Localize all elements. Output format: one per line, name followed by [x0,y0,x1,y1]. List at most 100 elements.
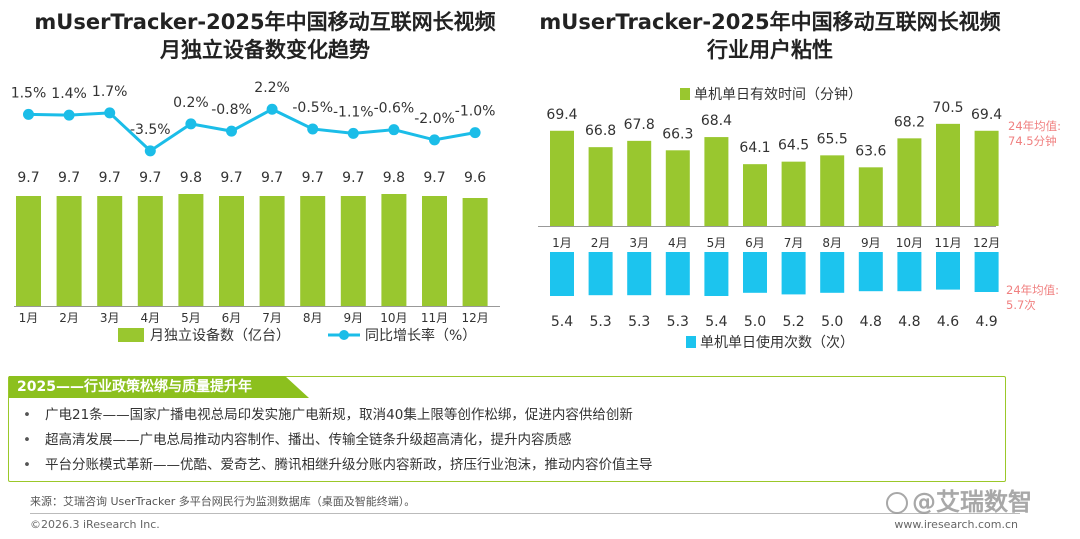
right-chart: 单机单日有效时间（分钟） 69.4 1月 5.4 66.8 2月 5.3 67.8 3月 5.3 6… [538,86,1061,351]
bar-value-label: 9.8 [383,170,405,186]
x-tick-label: 10月 [896,236,923,250]
x-tick-label: 11月 [934,236,961,250]
usage-value-label: 5.3 [628,314,650,330]
daily-usage-bar [550,252,574,296]
usage-value-label: 5.4 [705,314,727,330]
time-value-label: 67.8 [624,117,655,133]
daily-usage-bar [704,252,729,296]
growth-rate-line [28,107,476,153]
time-value-label: 68.4 [701,113,732,129]
line-value-label: 1.5% [11,85,47,101]
daily-usage-bar [897,252,922,292]
growth-rate-point [388,124,400,136]
device-count-bar [97,196,123,306]
x-tick-label: 1月 [19,311,39,325]
time-value-label: 69.4 [546,107,577,123]
device-count-bar [340,196,366,306]
daily-usage-bar [820,252,845,293]
line-value-label: 1.4% [51,86,87,102]
bar-value-label: 9.6 [464,170,486,186]
time-value-label: 66.3 [662,126,693,142]
bar-value-label: 9.7 [17,170,39,186]
avg-usage-annotation-line2: 5.7次 [1006,298,1036,312]
x-tick-label: 2月 [59,311,79,325]
daily-usage-bar [781,252,806,295]
device-count-bar [381,194,407,306]
policy-item-text: 超高清发展——广电总局推动内容制作、播出、传输全链条升级超高清化，提升内容质感 [45,432,572,448]
x-tick-label: 3月 [629,236,649,250]
x-tick-label: 7月 [784,236,804,250]
usage-value-label: 4.6 [937,314,959,330]
legend-label-line: 同比增长率（%） [365,327,476,344]
daily-time-bar [588,147,613,226]
x-tick-label: 9月 [861,236,881,250]
watermark-logo-icon [886,492,908,514]
daily-usage-bar [936,252,960,290]
time-value-label: 64.5 [778,138,809,154]
daily-time-bar [820,155,845,226]
growth-rate-point [347,127,359,139]
time-value-label: 68.2 [894,114,925,130]
time-value-label: 66.8 [585,123,616,139]
daily-time-bar [858,167,883,226]
x-tick-label: 1月 [552,236,572,250]
daily-time-bar [550,130,574,226]
bar-value-label: 9.7 [58,170,80,186]
left-title-line2: 月独立设备数变化趋势 [160,38,370,62]
x-tick-label: 8月 [822,236,842,250]
daily-usage-bar [743,252,767,293]
time-value-label: 69.4 [971,107,1002,123]
bar-value-label: 9.7 [220,170,242,186]
daily-usage-bar [858,252,883,292]
footer-divider [30,513,1020,514]
device-count-bar [16,196,41,306]
usage-value-label: 5.3 [667,314,689,330]
daily-usage-bar [665,252,690,296]
legend-label-time: 单机单日有效时间（分钟） [694,86,862,103]
right-chart-title: mUserTracker-2025年中国移动互联网长视频 行业用户粘性 [510,8,1030,64]
website-link[interactable]: www.iresearch.com.cn [894,518,1018,531]
usage-value-label: 4.8 [898,314,920,330]
line-value-label: -1.1% [333,104,374,120]
x-tick-label: 8月 [303,311,323,325]
daily-time-bar [897,138,922,226]
usage-value-label: 5.0 [744,314,766,330]
x-tick-label: 4月 [668,236,688,250]
x-tick-label: 7月 [262,311,282,325]
device-count-bar [56,196,82,306]
line-value-label: 1.7% [92,84,128,100]
device-count-bar [462,198,488,306]
line-value-label: -0.5% [292,100,333,116]
daily-time-bar [704,137,729,226]
usage-value-label: 4.9 [975,314,997,330]
daily-time-bar [665,150,690,226]
time-value-label: 64.1 [739,140,770,156]
daily-usage-bar [627,252,652,296]
x-tick-label: 9月 [343,311,363,325]
growth-rate-point [63,109,75,121]
growth-rate-point [226,125,237,137]
line-value-label: -1.0% [455,104,496,120]
x-tick-label: 12月 [461,311,488,325]
daily-time-bar [627,140,652,226]
x-tick-label: 10月 [380,311,407,325]
line-value-label: -2.0% [414,111,455,127]
right-title-line1: mUserTracker-2025年中国移动互联网长视频 [539,10,1001,34]
bar-value-label: 9.8 [180,170,202,186]
right-title-line2: 行业用户粘性 [707,38,833,62]
daily-time-bar [974,130,999,226]
growth-rate-point [23,108,34,120]
bar-value-label: 9.7 [139,170,161,186]
growth-rate-point [185,118,197,130]
device-count-bar [259,196,285,306]
time-value-label: 70.5 [932,100,963,116]
daily-time-bar [781,161,806,226]
avg-usage-annotation-line1: 24年均值: [1006,283,1059,297]
watermark-text: @艾瑞数智 [912,488,1032,516]
daily-time-bar [936,123,960,226]
x-tick-label: 12月 [973,236,1000,250]
growth-rate-point [144,145,156,157]
avg-time-annotation-line2: 74.5分钟 [1008,134,1057,148]
bar-value-label: 9.7 [342,170,364,186]
daily-usage-bar [974,252,999,292]
